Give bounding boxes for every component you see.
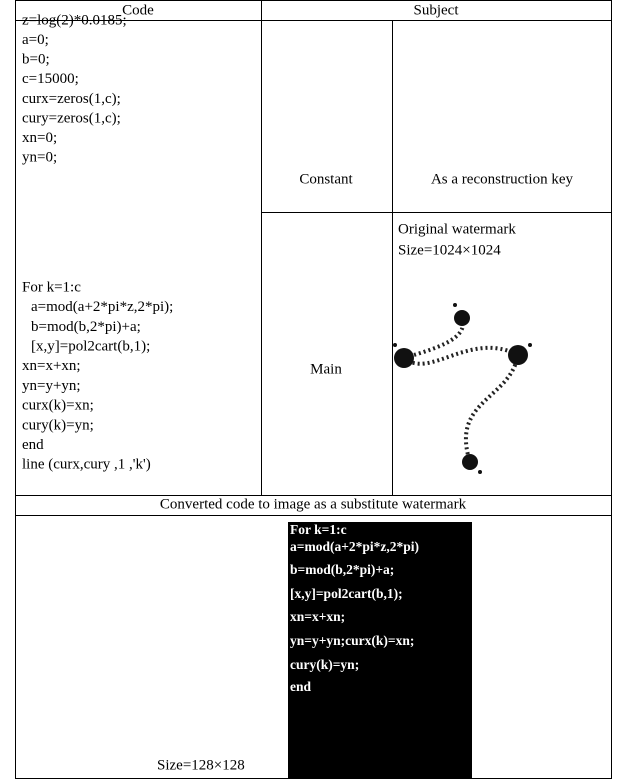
header-cell: Subject	[414, 2, 460, 18]
code-image-text: For k=1:c a=mod(a+2*pi*z,2*pi) b=mod(b,2*p…	[290, 522, 419, 694]
watermark-image	[393, 303, 532, 474]
image-code-line: xn=x+xn;	[290, 609, 345, 624]
image-code-line: b=mod(b,2*pi)+a;	[290, 562, 394, 577]
image-code-line: a=mod(a+2*pi*z,2*pi)	[290, 539, 419, 554]
code-line: b=mod(b,2*pi)+a;	[31, 319, 141, 335]
code-line: [x,y]=pol2cart(b,1);	[31, 339, 150, 355]
code-line: yn=y+yn;	[22, 378, 81, 394]
image-code-line: cury(k)=yn;	[290, 657, 359, 672]
code-image	[288, 522, 472, 778]
code-line: curx(k)=xn;	[22, 398, 94, 414]
code-line: c=15000;	[22, 71, 79, 87]
image-code-line: yn=y+yn;curx(k)=xn;	[290, 633, 414, 648]
description: Original watermark	[398, 221, 516, 237]
code-line: line (curx,cury ,1 ,'k')	[22, 457, 151, 473]
header-cell: Code	[122, 2, 154, 18]
image-code-line: For k=1:c	[290, 522, 347, 537]
code-line: yn=0;	[22, 150, 57, 166]
code-line: cury(k)=yn;	[22, 417, 94, 433]
code-line: xn=x+xn;	[22, 358, 81, 374]
caption: Converted code to image as a substitute …	[160, 496, 467, 512]
table-borders	[15, 0, 612, 779]
code-line: z=log(2)*0.0185;	[22, 12, 127, 28]
description: As a reconstruction key	[431, 171, 574, 187]
code-line: a=0;	[22, 32, 49, 48]
subject: Constant	[299, 171, 353, 187]
image-code-line: end	[290, 679, 312, 694]
code-line: b=0;	[22, 52, 50, 68]
image-size: Size=128×128	[157, 757, 245, 773]
code-block: z=log(2)*0.0185; a=0; b=0; c=15000; curx=zer…	[22, 12, 173, 472]
code-line: end	[22, 437, 44, 453]
code-line: cury=zeros(1,c);	[22, 110, 121, 126]
subject: Main	[310, 361, 342, 377]
image-code-line: [x,y]=pol2cart(b,1);	[290, 586, 403, 601]
description: Size=1024×1024	[398, 242, 501, 258]
code-line: For k=1:c	[22, 279, 81, 295]
code-line: xn=0;	[22, 130, 57, 146]
code-line: curx=zeros(1,c);	[22, 91, 121, 107]
code-line: a=mod(a+2*pi*z,2*pi);	[31, 299, 173, 315]
